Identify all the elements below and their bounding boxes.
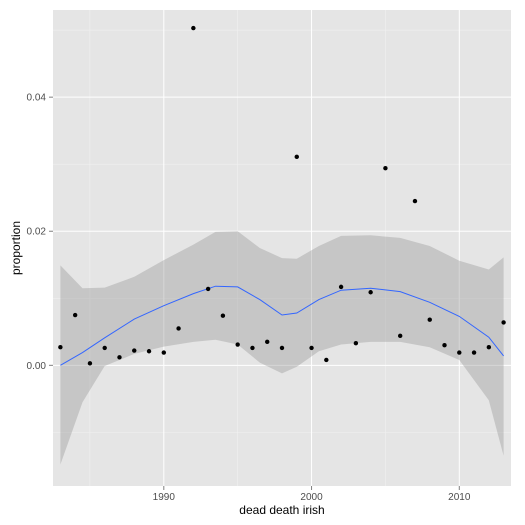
data-point	[338, 284, 344, 290]
data-point	[72, 312, 78, 318]
x-tick-label: 2010	[448, 492, 471, 503]
data-point	[265, 339, 270, 345]
data-point	[397, 333, 403, 339]
data-point	[442, 343, 447, 348]
y-tick-label: 0.02	[27, 227, 47, 238]
data-point	[117, 355, 122, 360]
data-point	[427, 317, 432, 322]
data-point	[294, 154, 299, 160]
x-tick-label: 2000	[300, 492, 323, 503]
plot-panel	[53, 10, 511, 486]
data-points	[58, 25, 506, 366]
data-point	[161, 350, 167, 355]
data-point	[58, 345, 63, 350]
data-point	[235, 342, 240, 347]
data-point	[368, 290, 373, 295]
data-point	[191, 25, 196, 31]
y-tick-label: 0.04	[27, 93, 47, 104]
data-point	[87, 361, 93, 366]
data-point	[176, 326, 181, 331]
data-point	[205, 286, 211, 292]
x-axis-title: dead death irish	[239, 503, 324, 517]
data-point	[471, 350, 477, 355]
x-axis: 1990 2000 2010	[153, 486, 471, 503]
y-axis-title: proportion	[9, 221, 23, 275]
data-point	[220, 313, 226, 318]
data-point	[412, 198, 418, 204]
x-tick-label: 1990	[153, 492, 176, 503]
data-point	[309, 345, 314, 351]
data-point	[250, 345, 255, 351]
data-point	[132, 348, 137, 353]
major-grid	[53, 10, 511, 486]
data-point	[383, 166, 388, 171]
data-point	[486, 345, 492, 350]
data-point	[324, 357, 329, 363]
data-point	[353, 341, 359, 346]
data-point	[501, 320, 506, 325]
data-point	[102, 345, 107, 351]
data-point	[146, 349, 152, 354]
y-axis: 0.00 0.02 0.04	[27, 93, 53, 372]
y-tick-label: 0.00	[27, 361, 47, 372]
smooth-line	[60, 285, 504, 366]
data-point	[279, 345, 285, 351]
minor-grid	[53, 10, 511, 486]
data-point	[457, 350, 462, 355]
